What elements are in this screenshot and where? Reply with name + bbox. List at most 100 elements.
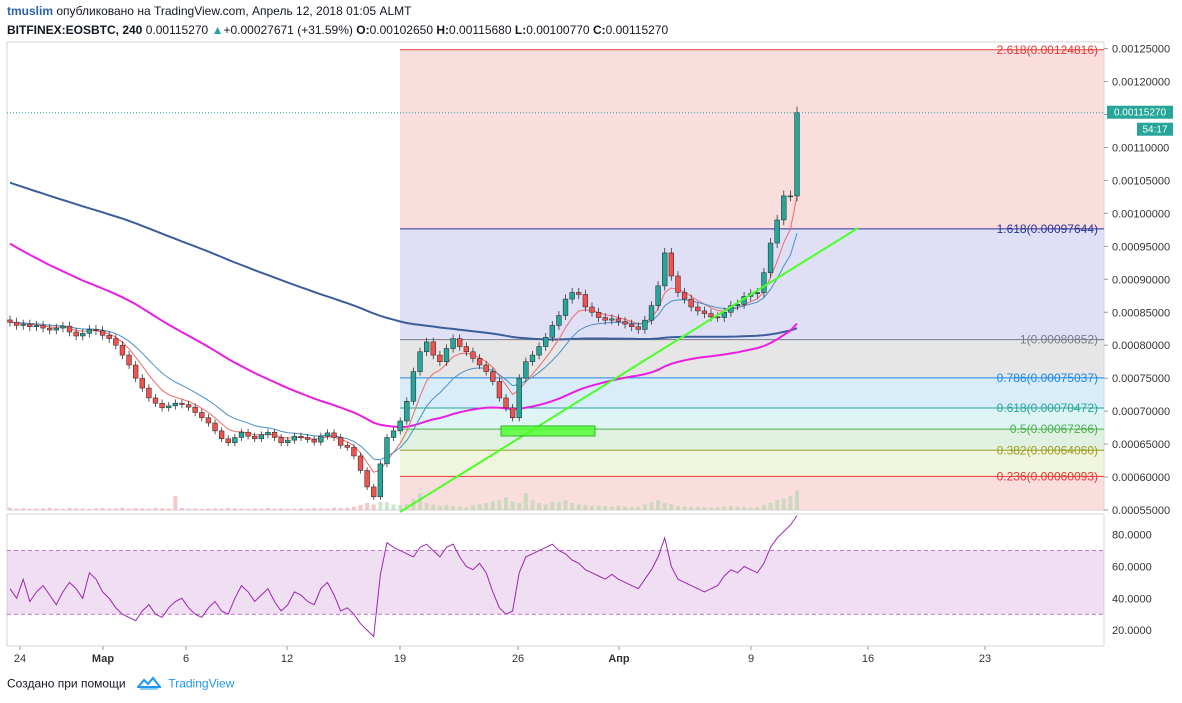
candle-body: [476, 358, 483, 366]
candle-body: [761, 272, 767, 293]
volume-bar: [74, 508, 79, 510]
volume-bar: [285, 508, 290, 510]
volume-bar: [629, 507, 634, 510]
candle-body: [648, 305, 655, 321]
volume-bar: [34, 508, 39, 510]
time-tick-label: 6: [183, 653, 189, 665]
volume-bar: [570, 503, 575, 510]
candle-body: [483, 364, 489, 372]
ema-fast-line: [9, 195, 798, 473]
volume-bar: [451, 506, 456, 510]
fib-band: [400, 228, 1104, 340]
volume-bar: [127, 508, 132, 510]
volume-bar: [510, 501, 515, 510]
volume-bar: [709, 507, 714, 510]
candle-body: [794, 112, 800, 197]
candle-body: [509, 407, 516, 418]
time-tick-label: 16: [862, 653, 874, 665]
volume-bar: [623, 506, 628, 510]
time-axis[interactable]: 24 Мар 6 12 19 26 Апр 9 16 23: [14, 646, 991, 665]
fib-level-label: 2.618(0.00124816): [997, 43, 1098, 57]
candle-body: [562, 298, 569, 316]
fib-band: [400, 450, 1104, 477]
candle-body: [192, 406, 198, 413]
candle-body: [695, 306, 701, 312]
candle-body: [351, 447, 357, 457]
candle-body: [324, 432, 331, 437]
candle-body: [33, 325, 40, 328]
tradingview-brand[interactable]: TradingView: [168, 676, 235, 691]
time-tick-label: 9: [748, 653, 754, 665]
fib-band: [400, 339, 1104, 378]
time-tick-label: 19: [394, 653, 406, 665]
fib-level-label: 0.618(0.00070472): [997, 401, 1098, 415]
fib-band: [400, 49, 1104, 229]
publish-text: опубликовано на TradingView.com, Апрель …: [56, 4, 412, 18]
price-tick-label: 0.00095000: [1112, 241, 1170, 253]
volume-bar: [279, 508, 284, 510]
volume-bar: [517, 503, 522, 510]
fib-level-label: 1(0.00080852): [1020, 333, 1098, 347]
trend-line[interactable]: [399, 227, 859, 513]
time-tick-label: 24: [14, 653, 26, 665]
candle-body: [774, 219, 780, 244]
candle-body: [443, 348, 450, 362]
change-up-icon: ▲: [211, 23, 224, 37]
candle-body: [60, 325, 66, 329]
volume-bar: [795, 490, 799, 510]
tradingview-logo-icon[interactable]: [135, 676, 163, 693]
price-tick-label: 0.00070000: [1112, 406, 1170, 418]
candle-body: [549, 325, 555, 338]
volume-bar: [67, 508, 72, 510]
fib-level-label: 0.236(0.00060093): [997, 469, 1098, 483]
candle-body: [53, 327, 59, 331]
volume-bar: [100, 508, 105, 510]
candle-body: [787, 195, 794, 198]
volume-bar: [609, 506, 614, 510]
volume-bar: [384, 502, 389, 510]
time-tick-label: Мар: [92, 653, 114, 665]
candle-body: [450, 338, 456, 349]
volume-bar: [239, 508, 244, 510]
rsi-line: [9, 515, 798, 638]
volume-bar: [133, 508, 138, 510]
last-price-badge: 0.00115270 54:17: [1107, 105, 1173, 136]
candle-body: [681, 292, 688, 300]
volume-bar: [80, 508, 85, 510]
candle-body: [126, 354, 132, 366]
author-name[interactable]: tmuslim: [7, 4, 54, 18]
open-label: O:: [356, 23, 370, 37]
candle-body: [371, 486, 377, 498]
candle-body: [384, 437, 390, 465]
volume-bar: [457, 506, 462, 510]
candle-body: [232, 437, 238, 444]
volume-bar: [543, 504, 548, 510]
volume-bar: [146, 508, 151, 510]
candle-body: [159, 402, 165, 409]
volume-bar: [298, 508, 303, 510]
candle-body: [589, 306, 595, 313]
volume-bar: [325, 508, 330, 510]
volume-bar: [649, 502, 654, 510]
volume-bar: [768, 503, 773, 510]
candle-body: [166, 405, 172, 409]
close-label: C:: [592, 23, 606, 37]
volume-bar: [226, 508, 231, 510]
volume-bar: [675, 505, 680, 510]
candle-body: [609, 318, 615, 321]
candle-body: [13, 321, 20, 326]
candle-body: [655, 285, 661, 306]
publish-info: tmuslim опубликовано на TradingView.com,…: [7, 4, 411, 18]
support-box[interactable]: [500, 425, 596, 437]
symbol-name[interactable]: BITFINEX:EOSBTC, 240: [7, 23, 143, 37]
candle-body: [463, 346, 469, 353]
volume-bar: [603, 506, 608, 510]
volume-bar: [358, 504, 363, 510]
price-tick-label: 0.00125000: [1112, 44, 1170, 56]
candle-body: [119, 344, 126, 356]
high-label: H:: [436, 23, 450, 37]
volume-bar: [788, 496, 793, 510]
candle-body: [615, 318, 622, 322]
candle-body: [357, 455, 364, 471]
